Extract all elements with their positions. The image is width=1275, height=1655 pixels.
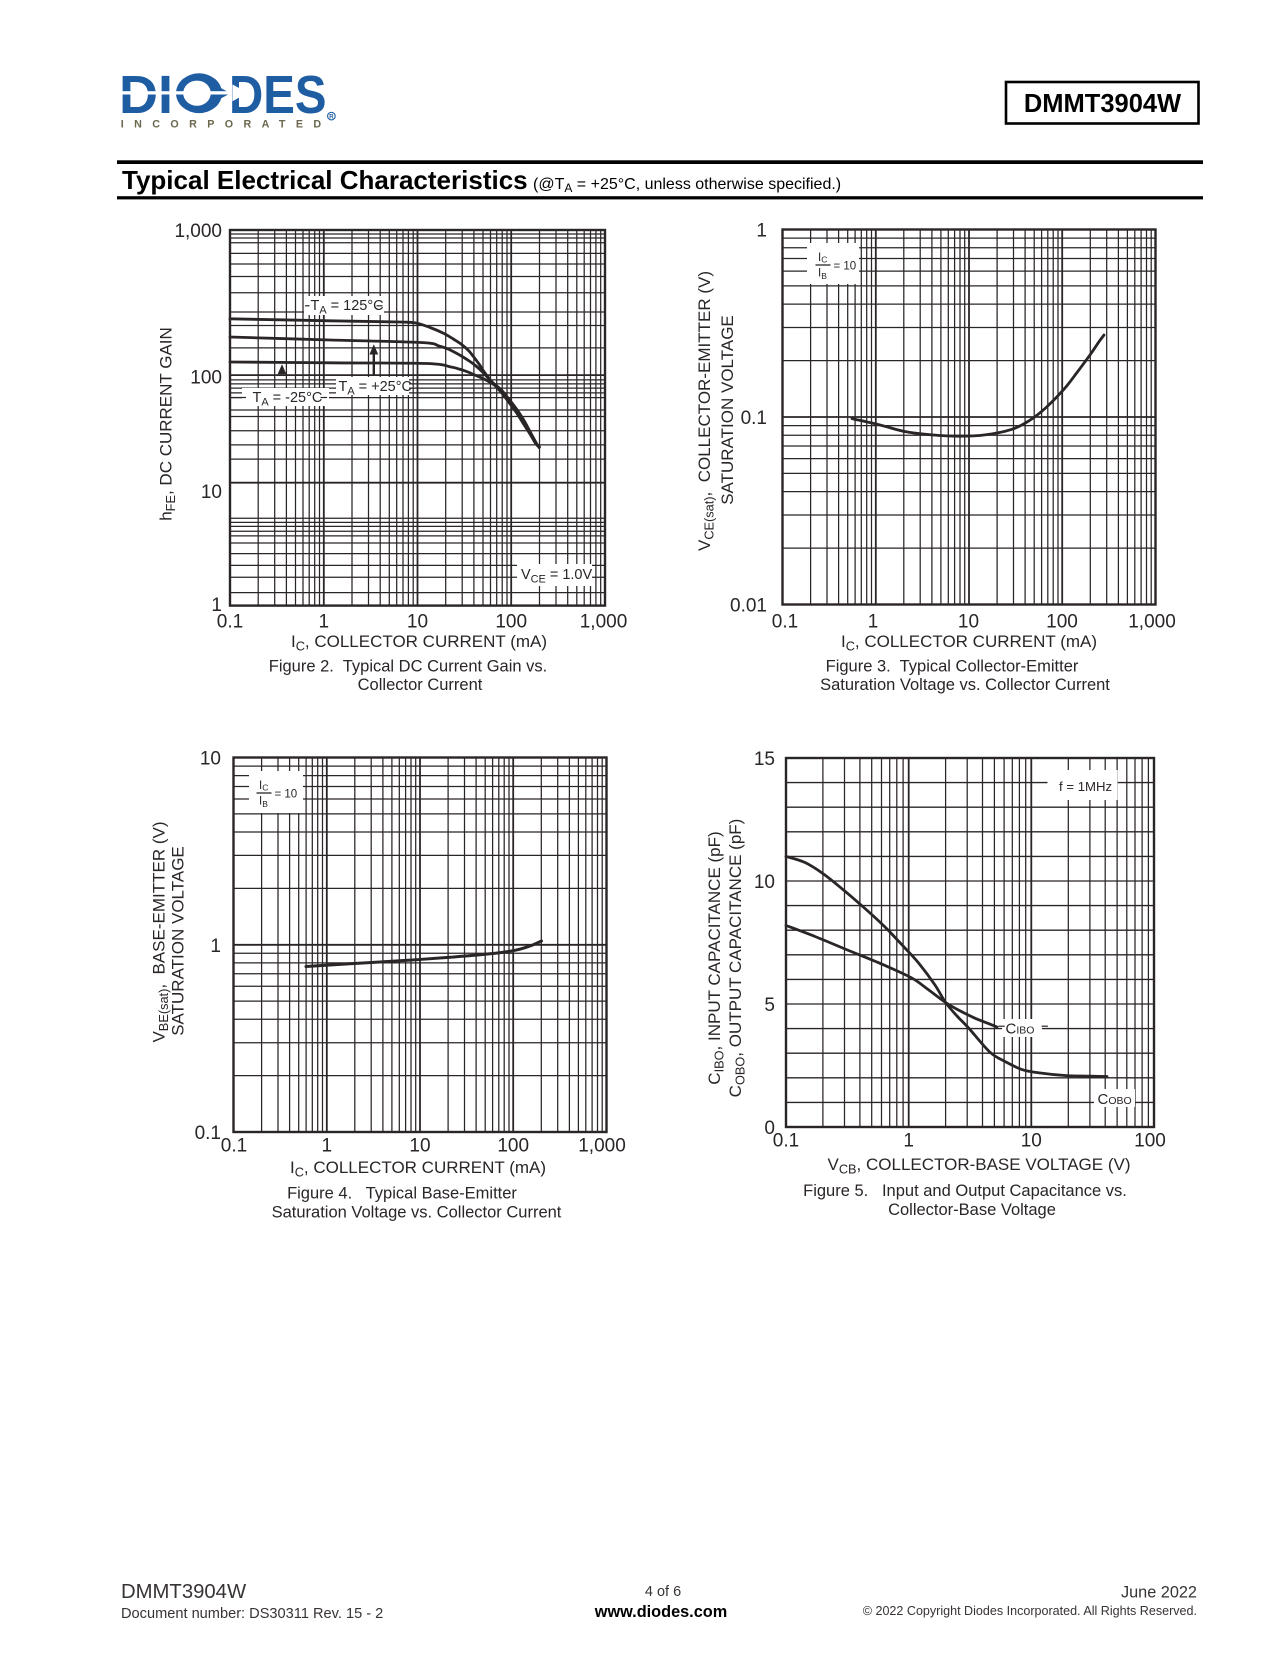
svg-text:Figure 2. Typical DC Current: Figure 2. Typical DC Current Gain vs.: [269, 658, 547, 676]
svg-text:0.1: 0.1: [195, 1123, 221, 1144]
svg-text:100: 100: [1134, 1131, 1166, 1152]
svg-text:1: 1: [756, 221, 767, 242]
svg-text:10: 10: [200, 749, 221, 770]
svg-text:VCE = 1.0V: VCE = 1.0V: [521, 567, 592, 586]
svg-text:IC, COLLECTOR CURRENT (mA): IC, COLLECTOR CURRENT (mA): [841, 632, 1097, 654]
svg-text:(@TA = +25°C, unless otherwise: (@TA = +25°C, unless otherwise specified…: [533, 176, 841, 195]
svg-text:f = 1MHz: f = 1MHz: [1059, 779, 1112, 794]
svg-text:Typical Electrical Characteris: Typical Electrical Characteristics: [122, 165, 528, 195]
svg-text:DI: DI: [119, 65, 173, 125]
svg-text:© 2022 Copyright Diodes Incorp: © 2022 Copyright Diodes Incorporated. Al…: [863, 1604, 1197, 1618]
svg-text:5: 5: [764, 995, 775, 1016]
svg-text:COBO: COBO: [1098, 1091, 1132, 1108]
svg-text:0.1: 0.1: [773, 1131, 799, 1152]
svg-text:DMMT3904W: DMMT3904W: [121, 1581, 247, 1603]
svg-text:10: 10: [407, 612, 428, 633]
svg-text:10: 10: [201, 482, 222, 503]
svg-text:Figure 4. Typical Base-Emitt: Figure 4. Typical Base-Emitter: [287, 1185, 517, 1203]
svg-text:R: R: [329, 114, 334, 120]
svg-text:100: 100: [1046, 612, 1078, 633]
svg-text:Figure 5. Input and Output C: Figure 5. Input and Output Capacitance v…: [803, 1182, 1127, 1200]
svg-text:1: 1: [319, 612, 330, 633]
svg-text:VCB, COLLECTOR-BASE VOLTAGE (V: VCB, COLLECTOR-BASE VOLTAGE (V): [827, 1155, 1130, 1177]
svg-text:10: 10: [409, 1136, 430, 1157]
svg-text:IC, COLLECTOR CURRENT (mA): IC, COLLECTOR CURRENT (mA): [291, 632, 547, 654]
svg-text:1: 1: [211, 595, 222, 616]
svg-text:Saturation Voltage vs. Collect: Saturation Voltage vs. Collector Current: [272, 1204, 562, 1222]
svg-text:SATURATION VOLTAGE: SATURATION VOLTAGE: [718, 315, 737, 505]
svg-text:0.1: 0.1: [772, 612, 798, 633]
svg-text:1: 1: [210, 936, 221, 957]
svg-text:IB: IB: [818, 268, 827, 282]
svg-text:COBO, OUTPUT CAPACITANCE (pF): COBO, OUTPUT CAPACITANCE (pF): [726, 819, 748, 1098]
svg-text:Figure 3. Typical Collector-E: Figure 3. Typical Collector-Emitter: [826, 658, 1079, 676]
svg-text:Collector-Base Voltage: Collector-Base Voltage: [888, 1201, 1056, 1219]
svg-text:June 2022: June 2022: [1121, 1584, 1197, 1602]
svg-text:DES: DES: [229, 65, 327, 125]
svg-text:0.1: 0.1: [741, 408, 767, 429]
svg-text:IC: IC: [259, 780, 268, 793]
svg-text:= 10: = 10: [834, 261, 857, 273]
svg-text:= 10: = 10: [275, 789, 298, 801]
svg-text:0: 0: [764, 1118, 775, 1139]
svg-text:SATURATION VOLTAGE: SATURATION VOLTAGE: [169, 846, 188, 1036]
svg-text:15: 15: [754, 749, 775, 770]
svg-text:INCORPORATED: INCORPORATED: [121, 119, 332, 131]
svg-text:IB: IB: [259, 796, 268, 810]
svg-text:1,000: 1,000: [578, 1136, 626, 1157]
svg-text:4 of 6: 4 of 6: [645, 1584, 681, 1600]
svg-text:VBE(sat), BASE-EMITTER (V): VBE(sat), BASE-EMITTER (V): [150, 821, 172, 1042]
svg-text:CIBO: CIBO: [1006, 1021, 1035, 1038]
svg-text:Document number: DS30311 Rev.: Document number: DS30311 Rev. 15 - 2: [121, 1606, 383, 1622]
svg-text:100: 100: [495, 612, 527, 633]
svg-text:0.1: 0.1: [221, 1136, 247, 1157]
svg-text:TA = +25°C: TA = +25°C: [339, 379, 413, 398]
svg-text:1,000: 1,000: [174, 221, 222, 242]
svg-text:0.01: 0.01: [730, 596, 767, 617]
svg-text:1: 1: [322, 1136, 333, 1157]
svg-text:0.1: 0.1: [217, 612, 243, 633]
svg-text:10: 10: [958, 612, 979, 633]
svg-text:CIBO, INPUT CAPACITANCE (pF): CIBO, INPUT CAPACITANCE (pF): [705, 831, 727, 1084]
svg-text:1: 1: [903, 1131, 914, 1152]
svg-text:DMMT3904W: DMMT3904W: [1024, 90, 1182, 118]
svg-text:IC, COLLECTOR CURRENT (mA): IC, COLLECTOR CURRENT (mA): [290, 1158, 546, 1180]
svg-text:TA = 125°C: TA = 125°C: [311, 298, 384, 317]
svg-text:www.diodes.com: www.diodes.com: [594, 1603, 727, 1621]
svg-text:IC: IC: [818, 252, 827, 265]
svg-text:Collector Current: Collector Current: [358, 676, 483, 694]
svg-text:hFE, DC CURRENT GAIN: hFE, DC CURRENT GAIN: [157, 327, 179, 521]
svg-text:100: 100: [190, 368, 222, 389]
svg-text:TA = -25°C: TA = -25°C: [253, 390, 323, 409]
svg-text:10: 10: [1021, 1131, 1042, 1152]
svg-text:100: 100: [497, 1136, 529, 1157]
svg-text:VCE(sat), COLLECTOR-EMITTER (: VCE(sat), COLLECTOR-EMITTER (V): [695, 271, 717, 551]
svg-text:Saturation Voltage vs. Collect: Saturation Voltage vs. Collector Current: [820, 676, 1110, 694]
svg-text:1,000: 1,000: [580, 612, 628, 633]
svg-text:10: 10: [754, 872, 775, 893]
svg-text:1: 1: [868, 612, 879, 633]
svg-text:1,000: 1,000: [1128, 612, 1176, 633]
